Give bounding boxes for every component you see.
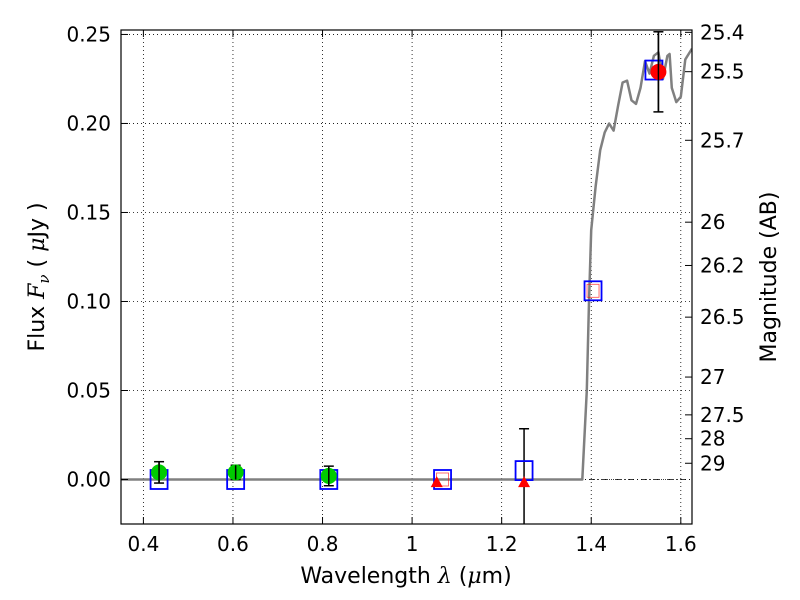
ticks: 0.4 0.6 0.8 1 1.2 1.4 1.6 0.00 0.05 0.10 0.15 0.20 0… [66,20,744,556]
y-tick-label: 0.20 [66,111,111,135]
upper-limit-marker [518,476,531,488]
x-tick-label: 1 [406,532,419,556]
y-tick-label: 0.05 [66,378,111,402]
y2-tick-label: 27.5 [700,403,745,427]
upper-limit-marker [430,476,443,488]
y2-tick-label: 29 [700,451,725,475]
y2-tick-label: 25.4 [700,20,745,44]
y2-tick-label: 25.5 [700,60,745,84]
model-point-inner-square [586,283,600,298]
y-tick-label: 0.00 [66,467,111,491]
model-point-square [583,280,603,302]
x-axis-label: Wavelength λ (μm) [300,564,511,589]
x-tick-label: 0.8 [307,532,339,556]
y2-tick-label: 28 [700,427,725,451]
plot-frame [120,29,693,525]
y-axis-label: Flux Fν ( μJy ) [25,202,53,351]
y-tick-label: 0.25 [66,22,111,46]
y2-tick-label: 27 [700,365,725,389]
x-tick-label: 1.2 [486,532,518,556]
y2-tick-label: 26.5 [700,305,745,329]
x-tick-label: 1.4 [575,532,607,556]
x-tick-label: 0.4 [127,532,159,556]
model-point-square [433,469,452,490]
plot-content [121,31,692,524]
y2-tick-label: 26.2 [700,253,745,277]
y2-tick-label: 26 [700,210,725,234]
y-tick-label: 0.15 [66,200,111,224]
y2-axis-label: Magnitude (AB) [757,192,782,363]
y2-tick-label: 25.7 [700,128,745,152]
x-tick-label: 0.6 [217,532,249,556]
y-tick-label: 0.10 [66,289,111,313]
model-sed-curve [121,48,692,481]
x-tick-label: 1.6 [665,532,697,556]
